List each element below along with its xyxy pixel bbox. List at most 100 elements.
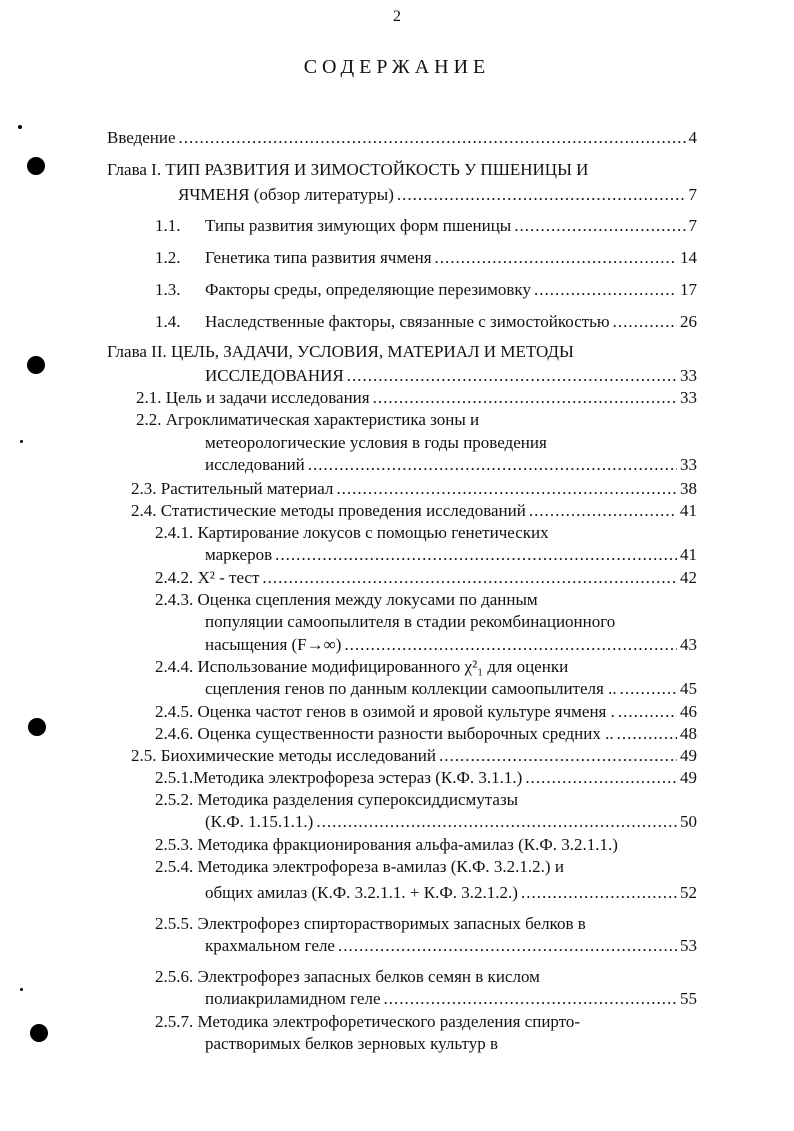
toc-entry-title: Наследственные факторы, связанные с зимо… — [205, 312, 610, 331]
toc-entry-title: Генетика типа развития ячменя — [205, 248, 432, 267]
toc-entry-page: 41 — [680, 545, 697, 564]
toc-entry: крахмальном геле 53 — [205, 935, 697, 957]
toc-entry-title: Факторы среды, определяющие перезимовку — [205, 280, 531, 299]
toc-entry: маркеров 41 — [205, 544, 697, 566]
toc-entry-title: 2.4.4. Использование модифицированного χ… — [155, 657, 569, 676]
toc-entry-page: 33 — [680, 366, 697, 385]
toc-entry: 2.5.5. Электрофорез спирторастворимых за… — [155, 913, 586, 935]
toc-entry: 2.5.2. Методика разделения супероксиддис… — [155, 789, 518, 811]
toc-entry-title: 2.4.5. Оценка частот генов в озимой и яр… — [155, 702, 615, 721]
toc-entry-page: 46 — [680, 702, 697, 721]
dot-leader — [384, 988, 678, 1010]
toc-entry: 2.4.4. Использование модифицированного χ… — [155, 656, 568, 678]
dot-leader — [308, 454, 677, 476]
toc-entry-page: 33 — [680, 388, 697, 407]
toc-entry-title: Типы развития зимующих форм пшеницы — [205, 216, 512, 235]
toc-entry: Введение 4 — [107, 127, 697, 149]
toc-entry-title: (К.Ф. 1.15.1.1.) — [205, 812, 314, 831]
toc-entry-title: 2.4.6. Оценка существенности разности вы… — [155, 724, 614, 743]
toc-entry-title: 2.4.1. Картирование локусов с помощью ге… — [155, 523, 549, 542]
toc-entry-page: 7 — [688, 216, 698, 235]
toc-entry-title: ИССЛЕДОВАНИЯ — [205, 366, 344, 385]
toc-entry-page: 42 — [680, 568, 697, 587]
toc-entry-title: 2.1. Цель и задачи исследования — [136, 388, 370, 407]
toc-entry-title: 2.5.3. Методика фракционирования альфа-а… — [155, 835, 618, 854]
scan-mark — [27, 157, 45, 175]
dot-leader — [179, 127, 686, 149]
dot-leader — [338, 935, 677, 957]
dot-leader — [613, 311, 677, 333]
toc-entry: 1.4. Наследственные факторы, связанные с … — [155, 311, 697, 333]
toc-entry-page: 38 — [680, 479, 697, 498]
toc-entry: растворимых белков зерновых культур в — [205, 1033, 498, 1055]
scan-mark — [20, 440, 23, 443]
toc-entry: (К.Ф. 1.15.1.1.) 50 — [205, 811, 697, 833]
toc-entry: 2.1. Цель и задачи исследования 33 — [136, 387, 697, 409]
toc-entry-page: 48 — [680, 724, 697, 743]
toc-entry-title: 2.5.5. Электрофорез спирторастворимых за… — [155, 914, 586, 933]
toc-entry-title: 2.5.1.Методика электрофореза эстераз (К.… — [155, 768, 523, 787]
toc-entry-title: Глава I. ТИП РАЗВИТИЯ И ЗИМОСТОЙКОСТЬ У … — [107, 160, 589, 179]
toc-entry-page: 14 — [680, 248, 697, 267]
toc-entry: Глава I. ТИП РАЗВИТИЯ И ЗИМОСТОЙКОСТЬ У … — [107, 159, 588, 181]
toc-entry-page: 41 — [680, 501, 697, 520]
toc-entry-title: крахмальном геле — [205, 936, 335, 955]
toc-entry: 2.3. Растительный материал 38 — [131, 478, 697, 500]
toc-entry-title: 2.4.3. Оценка сцепления между локусами п… — [155, 590, 538, 609]
toc-entry: 2.4.2. X² - тест 42 — [155, 567, 697, 589]
toc-entry-number: 1.2. — [155, 248, 181, 267]
page-title: СОДЕРЖАНИЕ — [303, 56, 491, 78]
page-number: 2 — [393, 8, 401, 25]
toc-entry: 2.4.5. Оценка частот генов в озимой и яр… — [155, 701, 697, 723]
toc-entry: популяции самоопылителя в стадии рекомби… — [205, 611, 615, 633]
dot-leader — [344, 634, 677, 656]
toc-entry: 2.4. Статистические методы проведения ис… — [131, 500, 697, 522]
dot-leader — [336, 478, 677, 500]
toc-entry-title: 2.5.7. Методика электрофоретического раз… — [155, 1012, 581, 1031]
dot-leader — [275, 544, 677, 566]
dot-leader — [521, 882, 677, 904]
toc-entry-page: 55 — [680, 989, 697, 1008]
scan-mark — [28, 718, 46, 736]
toc-entry: исследований 33 — [205, 454, 697, 476]
toc-entry-title: маркеров — [205, 545, 273, 564]
toc-entry-number: 1.1. — [155, 216, 181, 235]
toc-entry: ЯЧМЕНЯ (обзор литературы) 7 — [178, 184, 697, 206]
toc-entry-title: метеорологические условия в годы проведе… — [205, 433, 547, 452]
toc-entry: 2.4.3. Оценка сцепления между локусами п… — [155, 589, 538, 611]
toc-entry: общих амилаз (К.Ф. 3.2.1.1. + К.Ф. 3.2.1… — [205, 882, 697, 904]
toc-entry-title: 2.5. Биохимические методы исследований — [131, 746, 436, 765]
toc-entry: сцепления генов по данным коллекции само… — [205, 678, 697, 700]
toc-entry-page: 53 — [680, 936, 697, 955]
scan-mark — [20, 988, 23, 991]
toc-entry-page: 17 — [680, 280, 697, 299]
toc-entry-title: сцепления генов по данным коллекции само… — [205, 679, 617, 698]
toc-entry: насыщения (F→∞) 43 — [205, 634, 697, 656]
toc-entry-page: 45 — [680, 679, 697, 698]
toc-entry-title: 2.5.4. Методика электрофореза в-амилаз (… — [155, 857, 564, 876]
toc-entry: 2.5.3. Методика фракционирования альфа-а… — [155, 834, 618, 856]
dot-leader — [534, 279, 677, 301]
toc-entry-page: 7 — [688, 185, 698, 204]
toc-entry: 2.2. Агроклиматическая характеристика зо… — [136, 409, 479, 431]
toc-entry-title: общих амилаз (К.Ф. 3.2.1.1. + К.Ф. 3.2.1… — [205, 883, 518, 902]
toc-entry-title: популяции самоопылителя в стадии рекомби… — [205, 612, 616, 631]
scan-mark — [18, 125, 22, 129]
toc-entry-page: 52 — [680, 883, 697, 902]
toc-entry-page: 49 — [680, 768, 697, 787]
toc-entry: 1.2. Генетика типа развития ячменя 14 — [155, 247, 697, 269]
dot-leader — [435, 247, 677, 269]
toc-entry: 1.3. Факторы среды, определяющие перезимо… — [155, 279, 697, 301]
toc-entry: 2.4.6. Оценка существенности разности вы… — [155, 723, 697, 745]
toc-entry: полиакриламидном геле 55 — [205, 988, 697, 1010]
toc-entry-title: Глава II. ЦЕЛЬ, ЗАДАЧИ, УСЛОВИЯ, МАТЕРИА… — [107, 342, 574, 361]
toc-entry-page: 4 — [688, 128, 698, 147]
dot-leader — [373, 387, 677, 409]
dot-leader — [397, 184, 686, 206]
dot-leader — [529, 500, 677, 522]
toc-entry: ИССЛЕДОВАНИЯ 33 — [205, 365, 697, 387]
toc-entry-number: 1.3. — [155, 280, 181, 299]
toc-entry-page: 26 — [680, 312, 697, 331]
toc-entry-page: 33 — [680, 455, 697, 474]
scan-mark — [30, 1024, 48, 1042]
